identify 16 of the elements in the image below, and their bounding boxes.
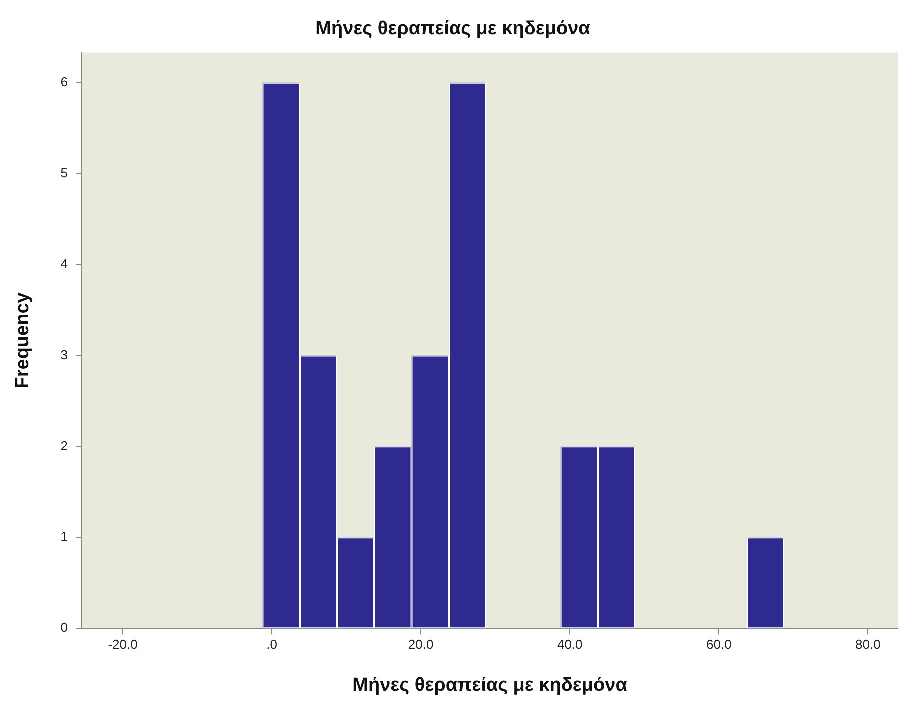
x-tick-label: 20.0 xyxy=(408,636,434,652)
y-tick-label: 3 xyxy=(60,347,68,362)
chart-title: Μήνες θεραπείας με κηδεμόνα xyxy=(316,18,591,40)
y-tick-label: 5 xyxy=(60,165,68,180)
y-tick-label: 2 xyxy=(60,438,68,454)
x-tick-label: 80.0 xyxy=(856,636,881,652)
x-tick-label: 60.0 xyxy=(706,636,732,652)
y-axis-title: Frequency xyxy=(12,292,34,389)
x-tick-label: 40.0 xyxy=(557,636,583,652)
x-tick-label: -20.0 xyxy=(108,636,138,652)
x-axis-title: Μήνες θεραπείας με κηδεμόνα xyxy=(352,674,628,696)
y-tick-label: 4 xyxy=(60,256,68,272)
y-tick-label: 0 xyxy=(60,620,68,636)
x-tick-label: .0 xyxy=(266,636,278,652)
y-tick-label: 6 xyxy=(60,74,68,90)
y-tick-label: 1 xyxy=(60,529,68,544)
